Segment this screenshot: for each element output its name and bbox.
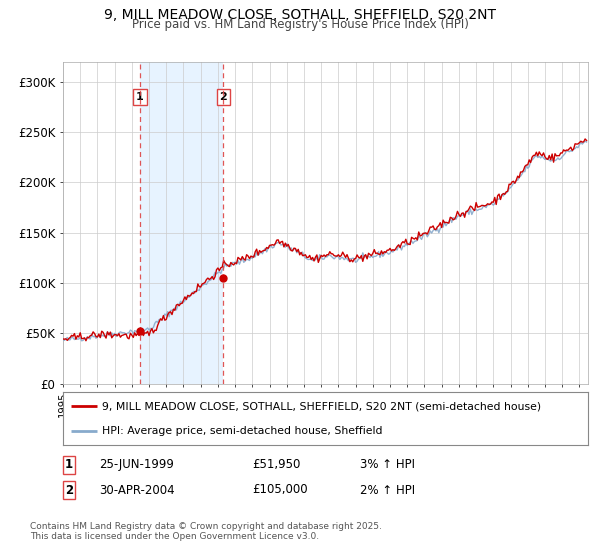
Text: 1: 1 <box>136 92 144 102</box>
Text: 9, MILL MEADOW CLOSE, SOTHALL, SHEFFIELD, S20 2NT (semi-detached house): 9, MILL MEADOW CLOSE, SOTHALL, SHEFFIELD… <box>103 402 542 412</box>
Text: 30-APR-2004: 30-APR-2004 <box>99 483 175 497</box>
Bar <box>140 62 223 384</box>
Text: 2% ↑ HPI: 2% ↑ HPI <box>360 483 415 497</box>
Text: 2: 2 <box>65 483 73 497</box>
Text: Price paid vs. HM Land Registry's House Price Index (HPI): Price paid vs. HM Land Registry's House … <box>131 18 469 31</box>
Text: 9, MILL MEADOW CLOSE, SOTHALL, SHEFFIELD, S20 2NT: 9, MILL MEADOW CLOSE, SOTHALL, SHEFFIELD… <box>104 8 496 22</box>
Text: 1: 1 <box>65 458 73 472</box>
Text: 3% ↑ HPI: 3% ↑ HPI <box>360 458 415 472</box>
Text: 2: 2 <box>220 92 227 102</box>
Text: Contains HM Land Registry data © Crown copyright and database right 2025.
This d: Contains HM Land Registry data © Crown c… <box>30 522 382 542</box>
Text: HPI: Average price, semi-detached house, Sheffield: HPI: Average price, semi-detached house,… <box>103 426 383 436</box>
Text: £105,000: £105,000 <box>252 483 308 497</box>
Text: £51,950: £51,950 <box>252 458 301 472</box>
Text: 25-JUN-1999: 25-JUN-1999 <box>99 458 174 472</box>
